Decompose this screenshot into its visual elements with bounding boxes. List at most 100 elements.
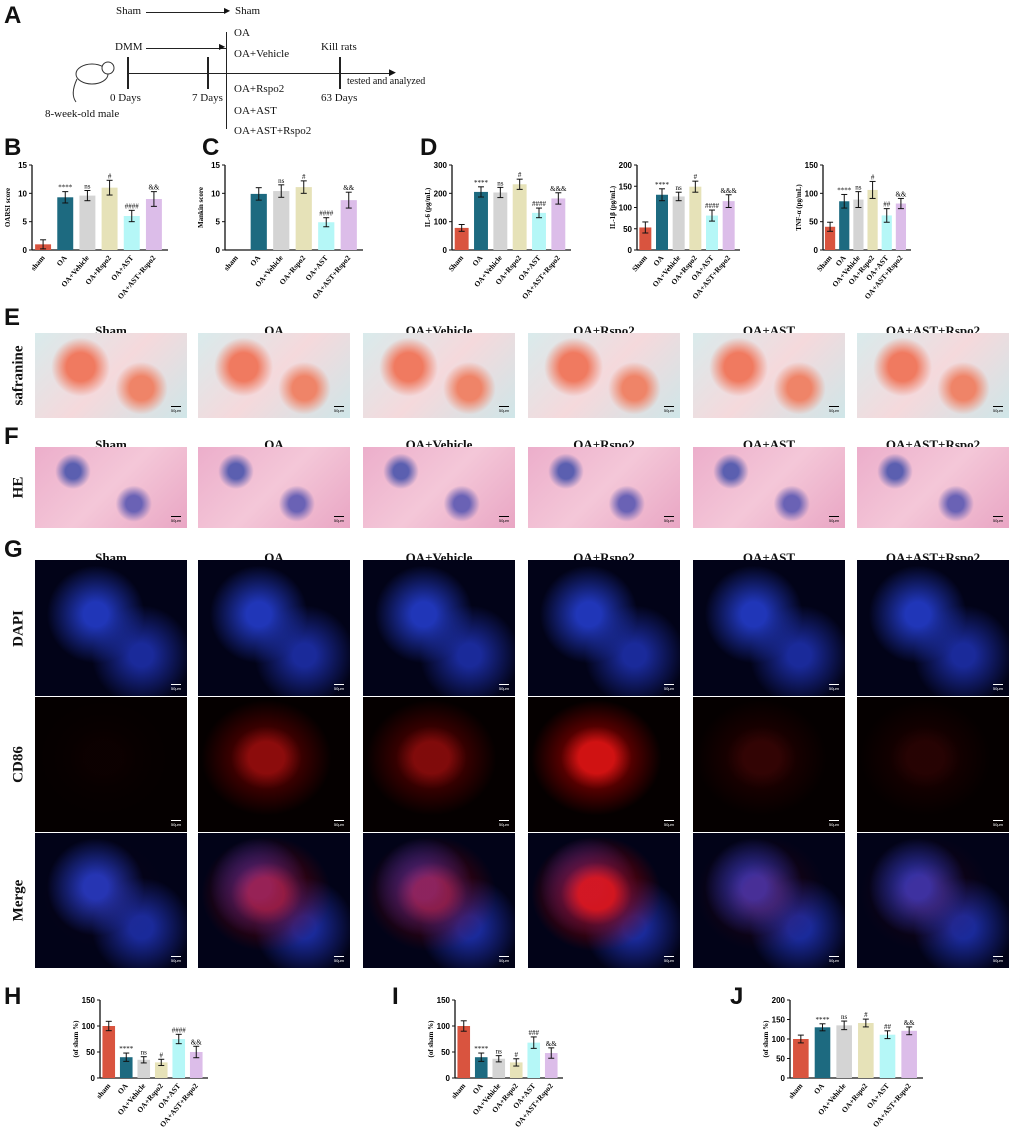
group-bracket [226,32,227,129]
scale-bar: 50μm [498,684,509,691]
y-tick-label: 10 [18,189,27,198]
micrograph-g1: 50μm [693,560,845,696]
micrograph-g3: 50μm [198,833,350,968]
scale-bar: 50μm [170,516,181,523]
tick-day63 [339,57,341,89]
panel-label-f: F [4,423,19,450]
micrograph-f: 50μm [35,447,187,528]
y-tick-label: 100 [82,1022,96,1031]
significance-label: # [864,1011,868,1019]
significance-label: ## [884,1023,892,1031]
significance-label: # [160,1051,164,1059]
y-tick-label: 50 [623,225,632,234]
timeline-sham-end: Sham [235,5,261,17]
bar [853,199,864,250]
bar [881,215,892,250]
significance-label: #### [705,202,720,210]
scale-bar: 50μm [170,406,181,413]
significance-label: ns [497,179,504,187]
category-label: OA [116,1081,131,1096]
micrograph-e: 50μm [693,333,845,418]
panel-label-c: C [202,134,220,161]
bar [544,1053,558,1078]
bar [858,1023,874,1078]
y-tick-label: 150 [805,161,819,170]
scale-bar: 50μm [333,956,344,963]
bar [793,1039,809,1078]
scale-bar: 50μm [663,684,674,691]
y-tick-label: 0 [446,1074,451,1083]
y-tick-label: 300 [434,161,448,170]
bar [901,1030,917,1078]
bar [824,226,836,250]
bar [512,184,527,250]
micrograph-g2: 50μm [363,697,515,832]
y-tick-label: 0 [443,246,448,255]
panel-label-g: G [4,536,23,563]
y-tick-label: 0 [91,1074,96,1083]
bar [145,199,162,250]
y-axis-label: IL-1β (pg/mL) [609,185,617,229]
micrograph-g1: 50μm [198,560,350,696]
significance-label: && [546,1040,557,1048]
bar [189,1052,203,1078]
category-label: OA [248,253,263,268]
micrograph-f: 50μm [363,447,515,528]
micrograph-g3: 50μm [363,833,515,968]
timeline-axis [127,73,392,74]
arrow-dmm [146,48,226,49]
micrograph-g3: 50μm [35,833,187,968]
bar [527,1042,541,1078]
y-tick-label: 5 [216,218,221,227]
y-tick-label: 200 [772,996,786,1005]
bar [273,191,290,250]
row-label: HE [10,476,27,499]
y-tick-label: 150 [82,996,96,1005]
micrograph-f: 50μm [528,447,680,528]
timeline-dmm: DMM [115,41,143,53]
significance-label: # [694,173,698,181]
scale-bar: 50μm [828,684,839,691]
category-label: OA [470,253,485,268]
bar [295,187,312,250]
micrograph-g3: 50μm [693,833,845,968]
y-tick-label: 50 [441,1048,450,1057]
y-tick-label: 0 [23,246,28,255]
arrowhead-icon: ▶ [389,67,396,77]
significance-label: && [343,184,354,192]
category-label: Sham [447,253,466,273]
micrograph-g1: 50μm [35,560,187,696]
micrograph-e: 50μm [528,333,680,418]
micrograph-g2: 50μm [693,697,845,832]
scale-bar: 50μm [992,820,1003,827]
scale-bar: 50μm [170,820,181,827]
significance-label: # [871,173,875,181]
significance-label: # [302,173,306,181]
significance-label: # [518,171,522,179]
micrograph-f: 50μm [693,447,845,528]
significance-label: **** [58,184,73,192]
y-tick-label: 100 [437,1022,451,1031]
rat-icon [72,61,115,103]
bar [137,1059,151,1078]
significance-label: &&& [550,185,567,193]
scale-bar: 50μm [333,820,344,827]
micrograph-e: 50μm [857,333,1009,418]
scale-bar: 50μm [498,820,509,827]
bar [839,201,850,250]
bar [102,1026,116,1078]
significance-label: && [148,184,159,192]
y-tick-label: 50 [776,1055,785,1064]
scale-bar: 50μm [170,956,181,963]
micrograph-e: 50μm [35,333,187,418]
scale-bar: 50μm [992,406,1003,413]
y-axis-label: IL-6 (pg/mL) [424,187,432,227]
significance-label: #### [532,200,547,208]
y-axis-label: (of sham %) [72,1020,80,1058]
significance-label: ns [841,1013,848,1021]
row-label: safranine [10,345,27,406]
scale-bar: 50μm [828,956,839,963]
significance-label: **** [655,181,670,189]
